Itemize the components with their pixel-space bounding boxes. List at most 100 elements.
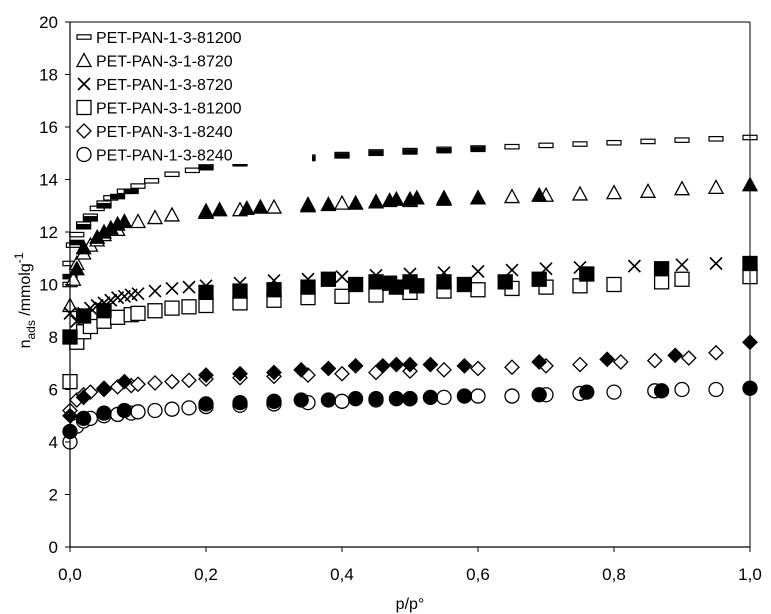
series-4-filled-point-12 — [402, 356, 418, 373]
series-1-point-22 — [571, 185, 589, 201]
legend-label-4: PET-PAN-3-1-8240 — [96, 124, 233, 141]
series-1-filled-point-19 — [435, 189, 453, 205]
series-3-filled-point-15 — [456, 276, 473, 293]
y-axis-title-main: n — [17, 340, 34, 349]
legend-label-3: PET-PAN-3-1-81200 — [96, 101, 242, 118]
series-3-point-15 — [334, 288, 350, 304]
series-2-point-18-stroke-b — [335, 270, 349, 284]
series-1-point-10 — [163, 206, 181, 222]
series-2-point-22-stroke-b — [471, 264, 485, 278]
series-1-point-9 — [146, 209, 164, 225]
y-tick-label-7: 14 — [39, 171, 58, 190]
legend: PET-PAN-1-3-81200 PET-PAN-3-1-8720 PET-PAN… — [74, 24, 312, 165]
series-4-filled-point-5 — [232, 365, 248, 382]
series-2-point-18 — [335, 270, 349, 284]
series-1-filled-point-20 — [469, 189, 487, 205]
series-4-point-15 — [334, 365, 350, 382]
series-3-filled-point-7 — [320, 271, 337, 287]
series-0 — [62, 134, 758, 288]
series-4-filled-point-6 — [266, 364, 282, 381]
series-0-point-24 — [538, 142, 554, 149]
series-0-filled-point-15 — [470, 146, 486, 153]
y-axis-title: nads /mmolg-1 — [12, 252, 38, 348]
series-3-point-8 — [147, 303, 163, 319]
y-tick-label-9: 18 — [39, 66, 58, 85]
series-3-point-9 — [164, 300, 180, 316]
series-2-point-23 — [505, 263, 519, 277]
series-5-filled-point-9 — [347, 391, 364, 407]
series-3-point-7 — [130, 305, 146, 322]
series-0-filled-point-12 — [368, 150, 384, 157]
series-3-filled-point-9 — [368, 274, 384, 290]
series-4-point-7 — [130, 376, 146, 393]
series-0-filled-point-11 — [334, 153, 350, 159]
y-tick-label-0: 0 — [49, 538, 58, 557]
series-4-point-24 — [646, 352, 663, 369]
series-5-filled-point-4 — [198, 396, 214, 412]
series-1-filled-point-1 — [75, 239, 92, 255]
series-1-filled-point-12 — [320, 196, 337, 212]
series-4-filled-point-15 — [531, 354, 548, 370]
series-0-point-10 — [130, 183, 146, 189]
series-5-filled-point-5 — [232, 394, 248, 411]
series-3-point-19 — [470, 282, 486, 298]
y-tick-label-2: 4 — [49, 433, 58, 452]
series-5-filled-point-6 — [266, 393, 282, 409]
series-3-filled-point-1 — [75, 308, 92, 324]
series-3 — [62, 255, 758, 390]
series-3-filled-point-13 — [409, 278, 425, 294]
series-0-point-3 — [69, 231, 85, 238]
series-5-point-23 — [606, 384, 622, 400]
legend-marker-5 — [76, 146, 92, 163]
series-4-filled-point-13 — [422, 356, 439, 373]
series-0-point-29 — [708, 136, 724, 142]
series-1-filled-point-11 — [299, 197, 317, 213]
series-0-point-12 — [164, 171, 180, 178]
series-1-filled-point-10 — [252, 198, 269, 214]
x-tick-label-1: 0,2 — [194, 565, 218, 584]
series-2-point-12-stroke-b — [165, 281, 179, 296]
series-4-filled-point-14 — [456, 357, 473, 374]
series-0-point-11 — [144, 178, 160, 184]
series-5-point-15 — [334, 393, 350, 409]
series-1-point-23 — [605, 184, 623, 200]
x-tick-label-3: 0,6 — [466, 565, 490, 584]
series-4-point-23 — [612, 354, 629, 370]
series-2-point-26-stroke-b — [627, 259, 641, 273]
series-3-filled-point-17 — [531, 271, 547, 287]
series-5-filled-point-16 — [579, 384, 595, 400]
series-3-filled-point-4 — [232, 283, 248, 299]
series-2-point-23-stroke-b — [505, 263, 519, 277]
series-4-point-19 — [470, 360, 486, 377]
series-2-point-12 — [165, 281, 179, 296]
series-0-point-28 — [674, 137, 690, 143]
legend-marker-1 — [75, 52, 93, 68]
series-5-point-8 — [147, 402, 163, 419]
y-tick-label-5: 10 — [39, 276, 58, 295]
series-4-point-22 — [572, 356, 588, 373]
series-0-filled-point-5 — [109, 193, 126, 200]
series-4-filled-point-3 — [116, 373, 133, 390]
series-2-point-13-stroke-b — [182, 280, 196, 294]
series-4 — [62, 334, 758, 424]
series-5 — [62, 380, 758, 450]
series-3-point-23 — [606, 276, 622, 293]
series-1-filled-point-6 — [116, 213, 133, 229]
series-1-filled-point-18 — [408, 189, 425, 205]
y-axis-title-sup: -1 — [12, 252, 26, 263]
plot-area — [61, 134, 759, 450]
series-5-point-20 — [504, 388, 520, 404]
legend-marker-2-stroke-b — [77, 77, 91, 91]
series-1-filled-point-0 — [68, 260, 85, 276]
series-5-filled-point-12 — [402, 391, 418, 407]
series-3-filled-point-6 — [300, 279, 316, 295]
series-3-filled-point-2 — [96, 303, 112, 319]
series-0-filled-point-14 — [436, 147, 452, 154]
series-1-point-20 — [503, 188, 521, 204]
series-2-point-11 — [148, 284, 162, 298]
x-tick-label-5: 1,0 — [738, 565, 762, 584]
y-tick-label-4: 8 — [49, 328, 58, 347]
series-5-point-26 — [708, 381, 724, 398]
series-3-point-24 — [653, 274, 670, 290]
series-4-point-10 — [181, 372, 197, 389]
